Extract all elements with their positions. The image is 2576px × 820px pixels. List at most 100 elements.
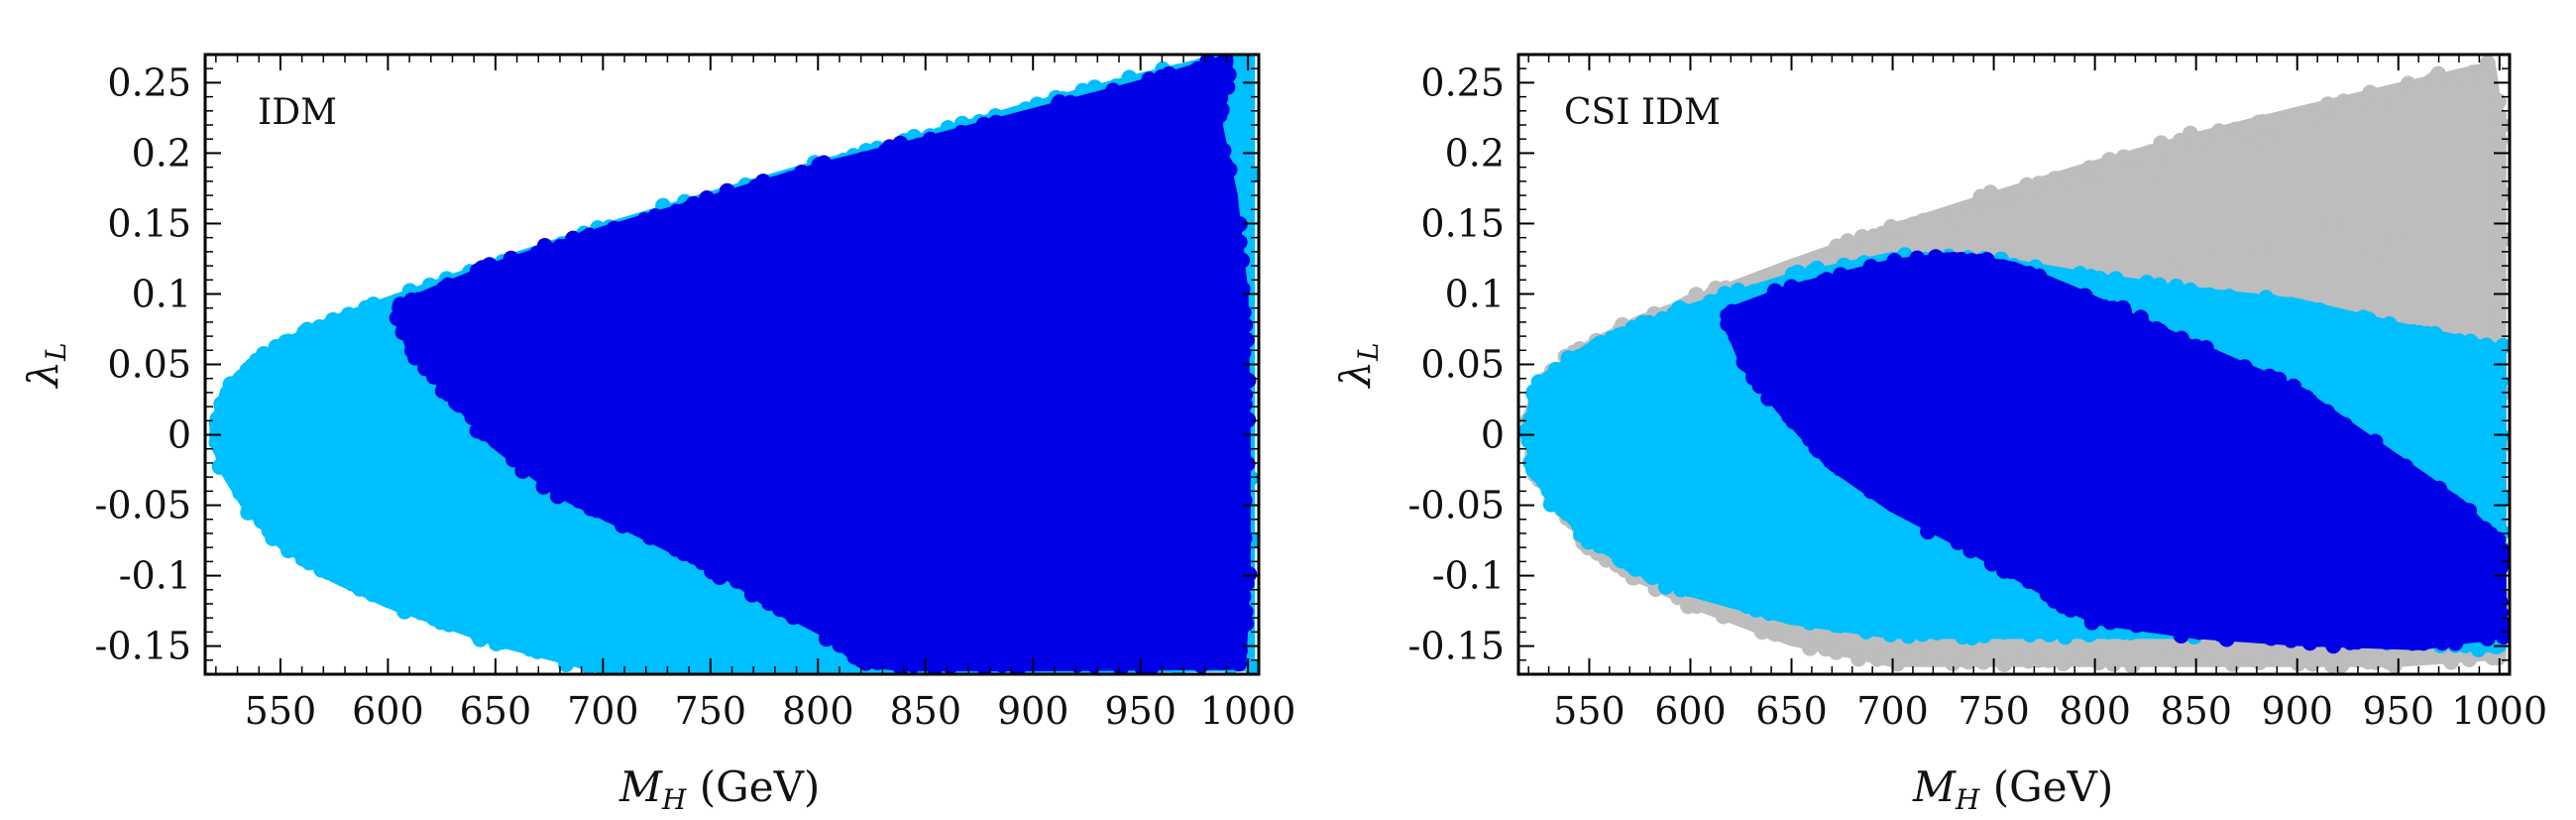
scatter-point (2090, 654, 2107, 671)
scatter-point (2190, 624, 2207, 641)
scatter-point (1900, 628, 1917, 644)
scatter-point (751, 654, 768, 671)
scatter-point (2150, 163, 2167, 179)
scatter-point (2400, 648, 2416, 665)
scatter-point (2251, 240, 2268, 257)
x-tick-label: 700 (567, 689, 639, 733)
y-tick-label: 0.15 (1420, 201, 1505, 245)
scatter-point (1127, 294, 1144, 311)
scatter-point (1698, 432, 1714, 449)
scatter-point (2445, 72, 2462, 89)
scatter-point (994, 555, 1011, 572)
scatter-point (1105, 521, 1122, 537)
scatter-point (294, 336, 311, 353)
scatter-point (1192, 657, 1209, 673)
scatter-point (1161, 65, 1177, 82)
scatter-point (1609, 378, 1625, 395)
scatter-point (2295, 304, 2311, 321)
scatter-point (1148, 96, 1165, 113)
scatter-point (2458, 506, 2475, 522)
scatter-point (2115, 149, 2132, 166)
scatter-point (478, 573, 495, 590)
scatter-point (1141, 71, 1158, 88)
scatter-point (2158, 516, 2175, 532)
scatter-point (1768, 515, 1785, 531)
scatter-point (470, 627, 487, 644)
scatter-point (417, 360, 434, 377)
scatter-point (1009, 661, 1026, 674)
scatter-point (537, 435, 554, 451)
scatter-point (2101, 328, 2118, 345)
scatter-point (816, 155, 833, 172)
scatter-point (2436, 331, 2453, 348)
scatter-point (1085, 94, 1102, 111)
scatter-point (2251, 653, 2268, 670)
scatter-point (940, 313, 956, 330)
y-tick-label: 0.15 (107, 201, 191, 245)
scatter-point (2491, 460, 2508, 477)
scatter-point (2367, 317, 2384, 334)
scatter-point (581, 246, 598, 263)
scatter-point (2291, 655, 2306, 672)
scatter-point (408, 343, 425, 360)
scatter-point (2304, 655, 2321, 672)
scatter-point (1956, 462, 1972, 479)
scatter-point (1670, 577, 1687, 594)
scatter-point (822, 488, 838, 505)
scatter-point (2167, 652, 2184, 669)
scatter-point (2063, 369, 2079, 386)
scatter-point (1945, 655, 1961, 672)
scatter-point (2089, 360, 2106, 377)
tick-labels: 550 600 650 700 750 800 850 900 950 1000 -0.15 -0.1… (95, 60, 1296, 733)
scatter-point (2168, 279, 2184, 294)
y-tick-label: -0.05 (1408, 484, 1505, 527)
scatter-point (1235, 588, 1252, 605)
scatter-point (1237, 603, 1254, 620)
scatter-point (2129, 149, 2145, 166)
scatter-point (1840, 233, 1856, 250)
scatter-point (1654, 310, 1671, 327)
scatter-point (1996, 656, 2013, 672)
scatter-point (1233, 469, 1250, 486)
scatter-point (571, 492, 588, 509)
scatter-point (1851, 551, 1868, 567)
y-tick-label: -0.15 (1408, 625, 1505, 668)
scatter-point (606, 220, 622, 237)
scatter-point (2044, 284, 2061, 300)
scatter-point (1570, 516, 1587, 532)
scatter-point (1914, 507, 1931, 524)
scatter-point (1238, 332, 1255, 348)
scatter-point (1167, 653, 1183, 670)
scatter-point (2050, 461, 2067, 478)
scatter-point (2344, 347, 2361, 364)
scatter-point (541, 633, 557, 649)
scatter-point (825, 630, 841, 645)
scatter-point (360, 545, 377, 562)
scatter-point (2124, 657, 2141, 674)
scatter-point (2168, 425, 2184, 442)
scatter-point (2119, 312, 2136, 329)
x-tick-label: 600 (352, 689, 424, 733)
scatter-point (1084, 568, 1101, 585)
scatter-point (699, 190, 716, 206)
scatter-point (537, 472, 554, 489)
scatter-point (1798, 280, 1815, 296)
scatter-point (2478, 337, 2495, 354)
scatter-point (2173, 139, 2189, 156)
scatter-point (1951, 360, 1967, 377)
scatter-point (1068, 656, 1085, 673)
scatter-point (1918, 648, 1935, 665)
scatter-point (928, 196, 945, 213)
scatter-point (2199, 359, 2216, 376)
scatter-point (1891, 404, 1908, 420)
scatter-point (1611, 549, 1627, 566)
svg-text:λL: λL (1331, 342, 1385, 389)
scatter-point (1231, 655, 1247, 672)
scatter-point (2374, 504, 2391, 521)
scatter-point (577, 540, 594, 557)
scatter-point (2488, 268, 2505, 285)
scatter-point (1730, 323, 1746, 339)
scatter-point (1221, 224, 1238, 241)
scatter-point (1232, 358, 1249, 375)
